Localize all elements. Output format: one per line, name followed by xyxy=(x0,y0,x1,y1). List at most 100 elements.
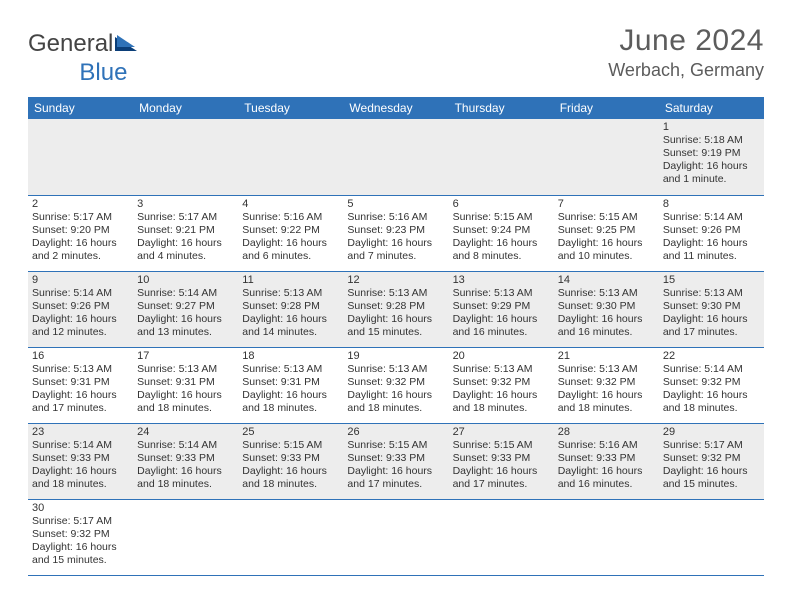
day-details: Sunrise: 5:13 AMSunset: 9:30 PMDaylight:… xyxy=(663,287,760,340)
day-details: Sunrise: 5:13 AMSunset: 9:32 PMDaylight:… xyxy=(453,363,550,416)
day-number: 11 xyxy=(242,274,339,286)
day-number: 24 xyxy=(137,426,234,438)
calendar-cell xyxy=(238,119,343,195)
calendar-cell: 2Sunrise: 5:17 AMSunset: 9:20 PMDaylight… xyxy=(28,195,133,271)
day-number: 10 xyxy=(137,274,234,286)
logo-text-2: Blue xyxy=(79,59,127,87)
day-number: 2 xyxy=(32,198,129,210)
day-details: Sunrise: 5:14 AMSunset: 9:33 PMDaylight:… xyxy=(137,439,234,492)
calendar-cell: 13Sunrise: 5:13 AMSunset: 9:29 PMDayligh… xyxy=(449,271,554,347)
day-number: 17 xyxy=(137,350,234,362)
day-number: 23 xyxy=(32,426,129,438)
calendar-cell xyxy=(133,119,238,195)
location-subtitle: Werbach, Germany xyxy=(608,60,764,81)
day-details: Sunrise: 5:16 AMSunset: 9:23 PMDaylight:… xyxy=(347,211,444,264)
day-number: 18 xyxy=(242,350,339,362)
calendar-cell: 29Sunrise: 5:17 AMSunset: 9:32 PMDayligh… xyxy=(659,423,764,499)
calendar-cell: 5Sunrise: 5:16 AMSunset: 9:23 PMDaylight… xyxy=(343,195,448,271)
calendar-row: 23Sunrise: 5:14 AMSunset: 9:33 PMDayligh… xyxy=(28,423,764,499)
calendar-cell: 8Sunrise: 5:14 AMSunset: 9:26 PMDaylight… xyxy=(659,195,764,271)
calendar-cell xyxy=(659,499,764,575)
day-details: Sunrise: 5:14 AMSunset: 9:33 PMDaylight:… xyxy=(32,439,129,492)
day-details: Sunrise: 5:13 AMSunset: 9:28 PMDaylight:… xyxy=(347,287,444,340)
day-number: 4 xyxy=(242,198,339,210)
calendar-cell: 28Sunrise: 5:16 AMSunset: 9:33 PMDayligh… xyxy=(554,423,659,499)
page-title: June 2024 xyxy=(608,24,764,58)
day-number: 7 xyxy=(558,198,655,210)
calendar-cell: 12Sunrise: 5:13 AMSunset: 9:28 PMDayligh… xyxy=(343,271,448,347)
calendar-cell: 25Sunrise: 5:15 AMSunset: 9:33 PMDayligh… xyxy=(238,423,343,499)
day-details: Sunrise: 5:15 AMSunset: 9:24 PMDaylight:… xyxy=(453,211,550,264)
day-number: 22 xyxy=(663,350,760,362)
day-number: 15 xyxy=(663,274,760,286)
day-details: Sunrise: 5:15 AMSunset: 9:25 PMDaylight:… xyxy=(558,211,655,264)
day-details: Sunrise: 5:13 AMSunset: 9:31 PMDaylight:… xyxy=(242,363,339,416)
calendar-cell: 20Sunrise: 5:13 AMSunset: 9:32 PMDayligh… xyxy=(449,347,554,423)
day-details: Sunrise: 5:14 AMSunset: 9:32 PMDaylight:… xyxy=(663,363,760,416)
day-number: 30 xyxy=(32,502,129,514)
day-details: Sunrise: 5:15 AMSunset: 9:33 PMDaylight:… xyxy=(347,439,444,492)
day-number: 13 xyxy=(453,274,550,286)
calendar-row: 2Sunrise: 5:17 AMSunset: 9:20 PMDaylight… xyxy=(28,195,764,271)
calendar-cell: 7Sunrise: 5:15 AMSunset: 9:25 PMDaylight… xyxy=(554,195,659,271)
calendar-row: 1Sunrise: 5:18 AMSunset: 9:19 PMDaylight… xyxy=(28,119,764,195)
day-number: 25 xyxy=(242,426,339,438)
weekday-header: Sunday xyxy=(28,97,133,119)
day-number: 5 xyxy=(347,198,444,210)
calendar-cell xyxy=(343,119,448,195)
calendar-cell xyxy=(554,119,659,195)
day-details: Sunrise: 5:14 AMSunset: 9:26 PMDaylight:… xyxy=(32,287,129,340)
day-details: Sunrise: 5:13 AMSunset: 9:31 PMDaylight:… xyxy=(32,363,129,416)
calendar-cell: 11Sunrise: 5:13 AMSunset: 9:28 PMDayligh… xyxy=(238,271,343,347)
day-details: Sunrise: 5:13 AMSunset: 9:32 PMDaylight:… xyxy=(558,363,655,416)
day-details: Sunrise: 5:13 AMSunset: 9:29 PMDaylight:… xyxy=(453,287,550,340)
logo-mark-icon xyxy=(115,30,139,58)
weekday-header-row: Sunday Monday Tuesday Wednesday Thursday… xyxy=(28,97,764,119)
day-details: Sunrise: 5:14 AMSunset: 9:26 PMDaylight:… xyxy=(663,211,760,264)
day-number: 1 xyxy=(663,121,760,133)
day-number: 6 xyxy=(453,198,550,210)
day-details: Sunrise: 5:13 AMSunset: 9:32 PMDaylight:… xyxy=(347,363,444,416)
calendar-cell: 17Sunrise: 5:13 AMSunset: 9:31 PMDayligh… xyxy=(133,347,238,423)
day-details: Sunrise: 5:15 AMSunset: 9:33 PMDaylight:… xyxy=(453,439,550,492)
day-number: 27 xyxy=(453,426,550,438)
calendar-cell: 27Sunrise: 5:15 AMSunset: 9:33 PMDayligh… xyxy=(449,423,554,499)
calendar-row: 9Sunrise: 5:14 AMSunset: 9:26 PMDaylight… xyxy=(28,271,764,347)
day-number: 12 xyxy=(347,274,444,286)
calendar-table: Sunday Monday Tuesday Wednesday Thursday… xyxy=(28,97,764,576)
calendar-cell: 22Sunrise: 5:14 AMSunset: 9:32 PMDayligh… xyxy=(659,347,764,423)
calendar-cell xyxy=(449,499,554,575)
calendar-cell: 26Sunrise: 5:15 AMSunset: 9:33 PMDayligh… xyxy=(343,423,448,499)
calendar-cell: 15Sunrise: 5:13 AMSunset: 9:30 PMDayligh… xyxy=(659,271,764,347)
calendar-row: 16Sunrise: 5:13 AMSunset: 9:31 PMDayligh… xyxy=(28,347,764,423)
day-details: Sunrise: 5:14 AMSunset: 9:27 PMDaylight:… xyxy=(137,287,234,340)
weekday-header: Friday xyxy=(554,97,659,119)
day-details: Sunrise: 5:13 AMSunset: 9:30 PMDaylight:… xyxy=(558,287,655,340)
calendar-cell: 10Sunrise: 5:14 AMSunset: 9:27 PMDayligh… xyxy=(133,271,238,347)
calendar-cell: 16Sunrise: 5:13 AMSunset: 9:31 PMDayligh… xyxy=(28,347,133,423)
day-number: 21 xyxy=(558,350,655,362)
calendar-cell xyxy=(238,499,343,575)
day-details: Sunrise: 5:16 AMSunset: 9:33 PMDaylight:… xyxy=(558,439,655,492)
day-number: 3 xyxy=(137,198,234,210)
day-number: 29 xyxy=(663,426,760,438)
day-details: Sunrise: 5:17 AMSunset: 9:20 PMDaylight:… xyxy=(32,211,129,264)
day-details: Sunrise: 5:13 AMSunset: 9:31 PMDaylight:… xyxy=(137,363,234,416)
calendar-cell: 4Sunrise: 5:16 AMSunset: 9:22 PMDaylight… xyxy=(238,195,343,271)
calendar-cell: 3Sunrise: 5:17 AMSunset: 9:21 PMDaylight… xyxy=(133,195,238,271)
calendar-row: 30Sunrise: 5:17 AMSunset: 9:32 PMDayligh… xyxy=(28,499,764,575)
calendar-cell xyxy=(343,499,448,575)
calendar-cell xyxy=(28,119,133,195)
calendar-cell xyxy=(449,119,554,195)
calendar-cell: 18Sunrise: 5:13 AMSunset: 9:31 PMDayligh… xyxy=(238,347,343,423)
calendar-cell: 24Sunrise: 5:14 AMSunset: 9:33 PMDayligh… xyxy=(133,423,238,499)
logo-text-1: General xyxy=(28,30,113,58)
day-details: Sunrise: 5:16 AMSunset: 9:22 PMDaylight:… xyxy=(242,211,339,264)
day-details: Sunrise: 5:15 AMSunset: 9:33 PMDaylight:… xyxy=(242,439,339,492)
weekday-header: Wednesday xyxy=(343,97,448,119)
calendar-cell: 19Sunrise: 5:13 AMSunset: 9:32 PMDayligh… xyxy=(343,347,448,423)
weekday-header: Tuesday xyxy=(238,97,343,119)
day-number: 16 xyxy=(32,350,129,362)
day-number: 9 xyxy=(32,274,129,286)
calendar-cell: 30Sunrise: 5:17 AMSunset: 9:32 PMDayligh… xyxy=(28,499,133,575)
